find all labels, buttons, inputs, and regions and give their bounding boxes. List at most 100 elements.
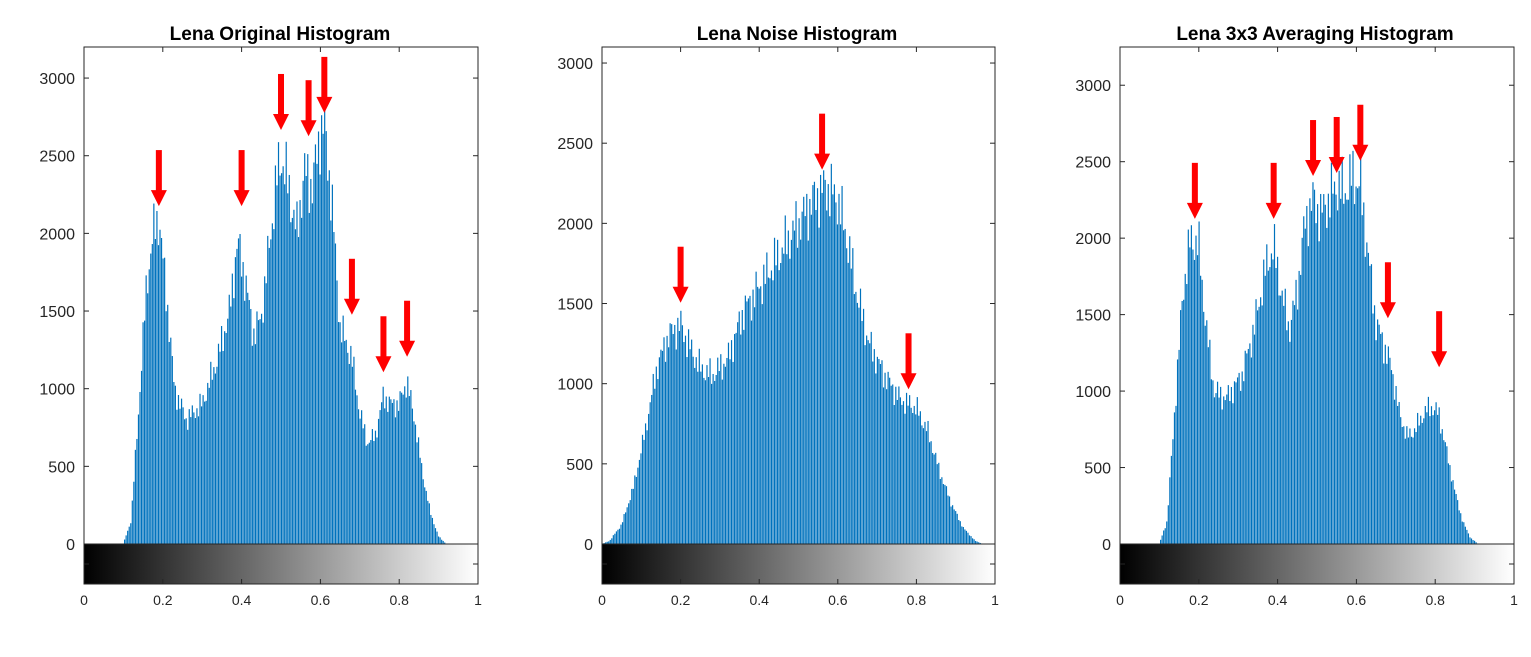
red-arrow (814, 113, 831, 170)
histogram-bar (809, 198, 811, 544)
histogram-bar (1183, 299, 1185, 544)
histogram-bar (156, 210, 158, 545)
histogram-bar (1387, 346, 1389, 544)
y-tick-label: 2000 (1075, 231, 1111, 248)
x-tick-label: 1 (474, 592, 482, 608)
histogram-bar (1363, 202, 1365, 544)
histogram-bar (932, 452, 934, 544)
histogram-bar (396, 400, 398, 544)
histogram-bar (359, 418, 361, 544)
histogram-bar (1475, 542, 1477, 544)
histogram-bar (350, 345, 352, 544)
histogram-bar (1335, 194, 1337, 545)
histogram-bar (222, 350, 224, 544)
histogram-bar (242, 262, 244, 544)
histogram-bar (654, 388, 656, 544)
red-arrow (1431, 311, 1448, 368)
histogram-bar (131, 500, 133, 544)
x-tick-label: 0.2 (1189, 592, 1209, 608)
histogram-bar (896, 399, 898, 544)
histogram-bar (1220, 386, 1222, 544)
histogram-bar (918, 415, 920, 544)
histogram-bar (1398, 402, 1400, 544)
histogram-bar (766, 252, 768, 544)
arrow-head (375, 356, 392, 373)
histogram-bar (157, 245, 160, 544)
histogram-bar (795, 201, 797, 544)
grayscale-colorbar (84, 544, 478, 584)
histogram-bar (976, 541, 978, 544)
histogram-bar (787, 230, 789, 544)
histogram-bar (142, 322, 144, 544)
histogram-bar (248, 300, 250, 544)
histogram-bar (1212, 380, 1214, 544)
histogram-bar (227, 318, 229, 544)
histogram-bar (747, 298, 750, 544)
histogram-bar (382, 386, 384, 544)
arrow-shaft (321, 56, 328, 99)
histogram-bar (334, 243, 337, 544)
histogram-bar (655, 366, 657, 544)
histogram-bar (698, 348, 700, 544)
histogram-bar (385, 396, 387, 544)
histogram-bar (381, 402, 383, 544)
grayscale-colorbar (1120, 544, 1514, 584)
histogram-bar (1430, 406, 1433, 544)
histogram-bar (233, 298, 235, 544)
histogram-bar (217, 343, 220, 544)
histogram-bar (1347, 199, 1349, 544)
histogram-bar (704, 380, 707, 544)
histogram-bar (729, 359, 731, 544)
histogram-bar (208, 387, 210, 544)
histogram-bar (967, 532, 969, 544)
histogram-bar (1227, 385, 1229, 544)
arrow-head (1305, 160, 1322, 177)
histogram-bar (1355, 186, 1357, 545)
histogram-bar (1223, 396, 1225, 544)
histogram-bar (1304, 228, 1306, 544)
histogram-bar (1232, 403, 1234, 544)
histogram-bar (879, 364, 882, 544)
histogram-bar (1216, 381, 1219, 544)
arrow-head (1265, 202, 1282, 219)
histogram-bar (853, 294, 855, 544)
arrow-shaft (305, 80, 312, 123)
histogram-bar (893, 405, 895, 544)
histogram-bar (1190, 225, 1192, 545)
histogram-bar (356, 395, 358, 544)
histogram-bar (170, 337, 172, 544)
histogram-bar (428, 503, 430, 544)
histogram-bar (205, 400, 207, 544)
histogram-bar (291, 217, 293, 545)
histogram-bar (1369, 265, 1371, 544)
arrow-shaft (404, 300, 411, 343)
histogram-bar (955, 511, 957, 544)
histogram-bar (807, 240, 809, 544)
histogram-bar (1423, 418, 1425, 544)
histogram-bar (1333, 181, 1336, 545)
histogram-bar (753, 307, 756, 544)
histogram-bar (288, 174, 290, 544)
arrow-head (233, 190, 250, 207)
histogram-bar (165, 311, 167, 544)
histogram-bar (637, 467, 639, 544)
histogram-bar (881, 360, 883, 544)
histogram-bar (1189, 247, 1191, 544)
histogram-bar (370, 440, 372, 544)
histogram-bar (145, 275, 147, 544)
arrow-head (343, 298, 360, 315)
histogram-bar (711, 383, 713, 544)
histogram-bar (407, 376, 409, 544)
histogram-bar (657, 379, 659, 544)
histogram-bar (254, 344, 257, 544)
histogram-bar (348, 363, 350, 544)
histogram-bar (1267, 270, 1269, 544)
histogram-bar (720, 354, 722, 544)
histogram-bar (859, 288, 862, 544)
histogram-bar (279, 175, 281, 544)
arrow-head (672, 286, 689, 303)
histogram-bar (767, 277, 769, 544)
histogram-bar (1446, 446, 1448, 544)
histogram-bar (1293, 305, 1296, 544)
red-arrow (233, 150, 250, 207)
